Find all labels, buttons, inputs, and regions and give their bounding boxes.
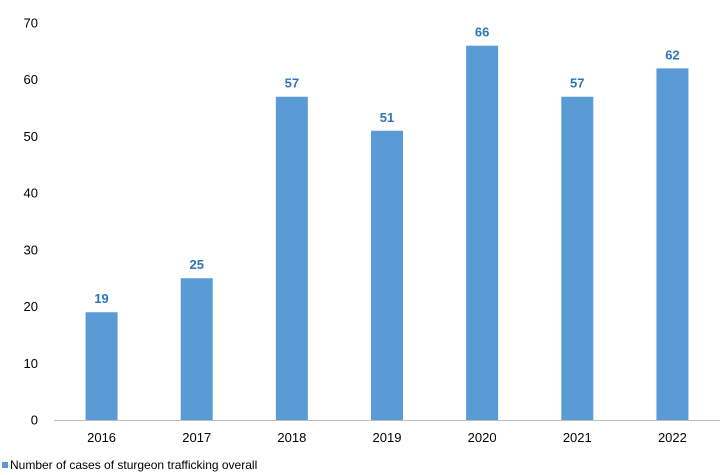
x-tick-label-2016: 2016 — [87, 430, 116, 445]
y-tick-label: 40 — [24, 186, 38, 201]
x-tick-label-2022: 2022 — [658, 430, 687, 445]
bar-2018 — [275, 96, 308, 420]
bars — [85, 45, 689, 420]
y-axis: 0 10 20 30 40 50 60 70 — [24, 16, 38, 428]
x-tick-label-2017: 2017 — [182, 430, 211, 445]
x-tick-label-2018: 2018 — [277, 430, 306, 445]
data-label-2019: 51 — [380, 110, 394, 125]
data-label-2017: 25 — [189, 257, 203, 272]
legend-label: Number of cases of sturgeon trafficking … — [10, 458, 257, 472]
legend-swatch — [2, 462, 8, 468]
x-tick-label-2021: 2021 — [563, 430, 592, 445]
y-tick-label: 0 — [31, 413, 38, 428]
legend: Number of cases of sturgeon trafficking … — [2, 458, 257, 472]
data-label-2021: 57 — [570, 76, 584, 91]
x-tick-label-2020: 2020 — [468, 430, 497, 445]
data-label-2022: 62 — [665, 47, 679, 62]
bar-2022 — [656, 68, 689, 420]
bar-2021 — [561, 96, 594, 420]
y-tick-label: 30 — [24, 242, 38, 257]
x-axis: 2016 2017 2018 2019 2020 2021 2022 — [54, 420, 720, 445]
y-tick-label: 20 — [24, 299, 38, 314]
bar-2020 — [466, 45, 499, 420]
y-tick-label: 60 — [24, 72, 38, 87]
x-tick-label-2019: 2019 — [373, 430, 402, 445]
data-labels: 19 25 57 51 66 57 62 — [94, 25, 679, 307]
data-label-2016: 19 — [94, 291, 108, 306]
bar-2019 — [371, 130, 403, 420]
bar-2017 — [180, 278, 213, 420]
data-label-2020: 66 — [475, 25, 489, 40]
y-tick-label: 10 — [24, 356, 38, 371]
y-tick-label: 70 — [24, 16, 38, 31]
bar-2016 — [85, 312, 118, 420]
y-tick-label: 50 — [24, 129, 38, 144]
data-label-2018: 57 — [285, 76, 299, 91]
